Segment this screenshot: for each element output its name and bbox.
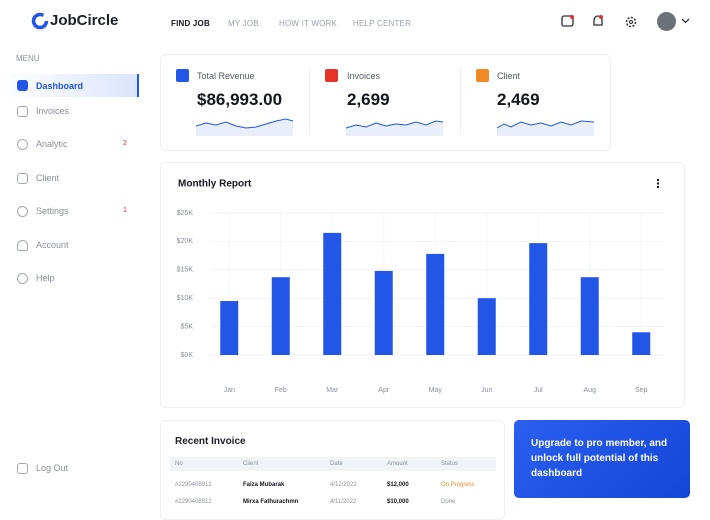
column-header: Amount [387, 461, 408, 467]
divider [460, 68, 461, 134]
logo[interactable]: JobCircle [50, 12, 119, 29]
column-header: Status [441, 461, 459, 467]
stat-icon [176, 69, 189, 82]
table-cell: $10,000 [387, 499, 409, 505]
column-header: No [175, 461, 183, 467]
y-tick-label: $15K [177, 267, 194, 274]
x-tick-label: Jun [481, 387, 492, 394]
bar [220, 301, 239, 355]
more-menu[interactable] [656, 178, 660, 189]
divider [309, 68, 310, 134]
menu-icon [17, 273, 28, 284]
logout[interactable]: Log Out [36, 463, 69, 473]
menu-item[interactable]: Dashboard [36, 81, 84, 91]
stat-label: Invoices [347, 71, 381, 81]
dropdown-caret[interactable] [681, 18, 690, 24]
bar [323, 232, 342, 355]
y-tick-label: $20K [177, 238, 194, 245]
chart-title: Monthly Report [178, 179, 252, 190]
table-cell: Mirxa Fathurachmn [243, 499, 299, 505]
bar [580, 277, 599, 355]
table-cell: Done [441, 499, 456, 505]
nav-link[interactable]: HOW IT WORK [279, 19, 338, 28]
menu-icon [17, 240, 28, 251]
table-cell: On Progress [441, 482, 475, 488]
column-header: Client [243, 461, 259, 467]
table-cell: #2290408912 [175, 499, 212, 505]
nav-link[interactable]: HELP CENTER [353, 19, 412, 28]
nav-link[interactable]: FIND JOB [171, 19, 210, 28]
stat-icon [325, 69, 338, 82]
y-tick-label: $25K [177, 210, 194, 217]
menu-item[interactable]: Help [36, 273, 55, 283]
table-cell: $12,000 [387, 482, 409, 488]
stat-value: 2,469 [497, 90, 540, 109]
table-cell: 4/12/2022 [330, 482, 357, 488]
upgrade-card[interactable] [514, 420, 690, 498]
menu-badge: 2 [123, 140, 127, 147]
y-tick-label: $10K [177, 295, 194, 302]
table-cell: #2290408912 [175, 482, 212, 488]
menu-badge: 1 [123, 207, 127, 214]
bar [271, 277, 290, 355]
bar [426, 253, 445, 355]
stat-value: $86,993.00 [197, 90, 283, 109]
x-tick-label: Feb [275, 387, 287, 394]
x-tick-label: Sep [635, 387, 648, 394]
stat-label: Client [497, 71, 521, 81]
header-icons[interactable] [560, 14, 640, 30]
sparklines [196, 118, 595, 136]
avatar[interactable] [657, 12, 676, 31]
stat-label: Total Revenue [197, 71, 255, 81]
stat-value: 2,699 [347, 90, 390, 109]
menu-icon [17, 463, 28, 474]
x-tick-label: Jul [534, 387, 543, 394]
invoice-title: Recent Invoice [175, 436, 246, 447]
column-header: Date [330, 461, 343, 467]
menu-icon [17, 139, 28, 150]
y-tick-label: $0K [181, 352, 194, 359]
x-tick-label: Apr [378, 387, 390, 394]
table-header [170, 457, 496, 471]
menu-label: MENU [16, 54, 40, 63]
x-tick-label: May [429, 387, 443, 394]
nav-link[interactable]: MY JOB [228, 19, 259, 28]
menu-item[interactable]: Invoices [36, 106, 70, 116]
chart: Monthly Report $0K $5K $10K $15K $20K $25K Jan… [177, 178, 665, 394]
bar [374, 270, 393, 355]
menu-icon [17, 80, 28, 91]
table-cell: Faiza Mubarak [243, 482, 285, 488]
y-tick-label: $5K [181, 323, 194, 330]
menu-item[interactable]: Account [36, 240, 69, 250]
x-tick-label: Aug [584, 387, 597, 394]
bar [477, 298, 496, 355]
x-tick-label: Jan [224, 387, 235, 394]
menu-icon [17, 106, 28, 117]
table-cell: 4/11/2022 [330, 499, 357, 505]
x-tick-label: Mar [326, 387, 339, 394]
stat-icon [476, 69, 489, 82]
menu-item[interactable]: Client [36, 173, 60, 183]
bar [632, 332, 651, 355]
menu-icon [17, 206, 28, 217]
page: {"header":{"logo":"JobCircle","nav":["FI… [0, 12, 690, 520]
menu-item[interactable]: Settings [36, 206, 69, 216]
logo-icon [31, 12, 49, 30]
menu-icon [17, 173, 28, 184]
active-highlight [0, 74, 139, 97]
upgrade-text: Upgrade to pro member, and unlock full p… [531, 438, 668, 479]
bar [529, 243, 548, 355]
menu-item[interactable]: Analytic [36, 139, 68, 149]
